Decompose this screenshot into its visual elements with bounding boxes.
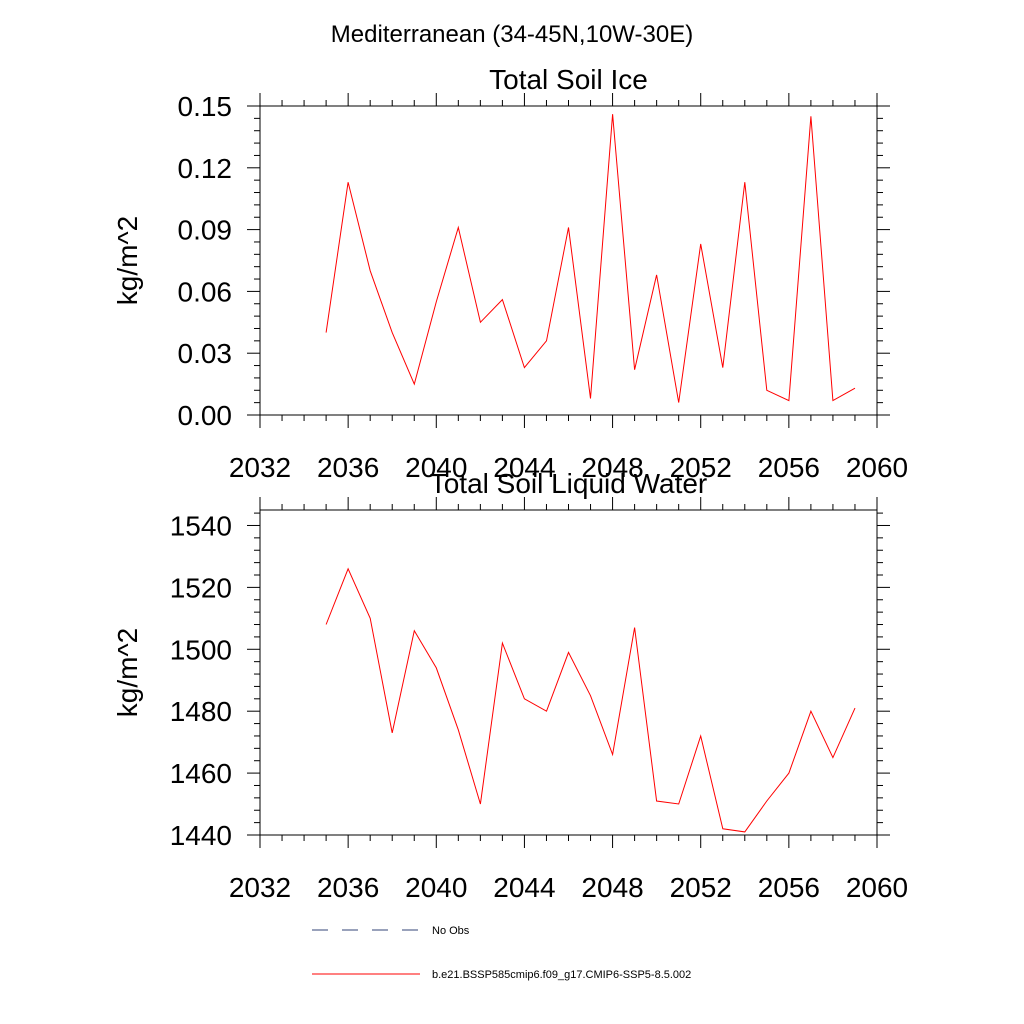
data-point-2050 xyxy=(656,274,657,275)
data-point-2040 xyxy=(436,667,437,668)
data-point-2059 xyxy=(854,708,855,709)
data-point-2046 xyxy=(568,652,569,653)
data-point-2041 xyxy=(458,729,459,730)
legend: No Obs b.e21.BSSP585cmip6.f09_g17.CMIP6-… xyxy=(312,925,691,981)
x-tick-label-2036: 2036 xyxy=(317,872,379,903)
data-point-2036 xyxy=(348,568,349,569)
data-point-2035 xyxy=(326,332,327,333)
data-point-2045 xyxy=(546,340,547,341)
data-point-2056 xyxy=(788,773,789,774)
x-tick-label-2032: 2032 xyxy=(229,872,291,903)
data-point-2050 xyxy=(656,800,657,801)
plot-frame xyxy=(259,509,878,836)
y-axis-label: kg/m^2 xyxy=(112,628,143,717)
data-point-2059 xyxy=(854,388,855,389)
data-point-2057 xyxy=(810,711,811,712)
data-point-2058 xyxy=(832,757,833,758)
y-axis-label: kg/m^2 xyxy=(112,216,143,305)
data-point-2042 xyxy=(480,804,481,805)
legend-label-model-run: b.e21.BSSP585cmip6.f09_g17.CMIP6-SSP5-8.… xyxy=(432,969,691,981)
y-tick-label-0-12: 0.12 xyxy=(178,153,233,184)
data-point-2042 xyxy=(480,322,481,323)
data-point-2051 xyxy=(678,402,679,403)
data-point-2049 xyxy=(634,627,635,628)
data-point-2045 xyxy=(546,711,547,712)
y-tick-label-1520: 1520 xyxy=(170,572,232,603)
x-tick-label-2060: 2060 xyxy=(846,452,908,483)
data-point-2048 xyxy=(612,114,613,115)
data-point-2037 xyxy=(370,618,371,619)
data-point-2038 xyxy=(392,332,393,333)
data-point-2054 xyxy=(744,831,745,832)
data-point-2038 xyxy=(392,732,393,733)
y-tick-label-0-09: 0.09 xyxy=(178,215,233,246)
data-point-2054 xyxy=(744,182,745,183)
x-tick-label-2040: 2040 xyxy=(405,872,467,903)
data-point-2051 xyxy=(678,804,679,805)
y-tick-label-1480: 1480 xyxy=(170,696,232,727)
data-point-2053 xyxy=(722,367,723,368)
data-point-2052 xyxy=(700,244,701,245)
y-tick-label-1540: 1540 xyxy=(170,510,232,541)
data-point-2049 xyxy=(634,369,635,370)
y-tick-label-1440: 1440 xyxy=(170,820,232,851)
x-tick-label-2048: 2048 xyxy=(581,872,643,903)
y-tick-label-0: 0.00 xyxy=(178,400,233,431)
data-point-2058 xyxy=(832,400,833,401)
chart-panel-total-soil-ice: Total Soil Ice 2032 2036 2040 2044 2048 2052 20… xyxy=(112,64,908,483)
x-tick-label-2032: 2032 xyxy=(229,452,291,483)
panel-title: Total Soil Ice xyxy=(489,64,648,95)
x-tick-label-2048: 2048 xyxy=(581,452,643,483)
y-tick-label-1460: 1460 xyxy=(170,758,232,789)
data-point-2044 xyxy=(524,698,525,699)
data-point-2043 xyxy=(502,299,503,300)
data-point-2055 xyxy=(766,800,767,801)
data-point-2047 xyxy=(590,695,591,696)
x-tick-label-2060: 2060 xyxy=(846,872,908,903)
x-tick-label-2036: 2036 xyxy=(317,452,379,483)
x-tick-label-2056: 2056 xyxy=(758,872,820,903)
data-point-2048 xyxy=(612,754,613,755)
chart-panel-total-soil-liquid-water: Total Soil Liquid Water 2032 2036 2040 2044 2… xyxy=(112,468,908,903)
data-point-2055 xyxy=(766,390,767,391)
data-point-2056 xyxy=(788,400,789,401)
y-tick-label-0-06: 0.06 xyxy=(178,276,233,307)
data-point-2044 xyxy=(524,367,525,368)
data-point-2057 xyxy=(810,116,811,117)
figure-main-title: Mediterranean (34-45N,10W-30E) xyxy=(331,21,693,48)
data-point-2040 xyxy=(436,301,437,302)
x-tick-label-2044: 2044 xyxy=(493,452,555,483)
data-point-2047 xyxy=(590,398,591,399)
series-line-0 xyxy=(325,567,856,833)
data-point-2041 xyxy=(458,227,459,228)
y-tick-label-0-15: 0.15 xyxy=(178,91,233,122)
y-tick-label-1500: 1500 xyxy=(170,634,232,665)
panel-title: Total Soil Liquid Water xyxy=(430,468,708,499)
data-point-2052 xyxy=(700,735,701,736)
legend-label-no-obs: No Obs xyxy=(432,925,470,937)
plot-frame xyxy=(259,105,878,416)
x-tick-label-2052: 2052 xyxy=(670,872,732,903)
data-point-2046 xyxy=(568,227,569,228)
data-point-2036 xyxy=(348,182,349,183)
data-point-2053 xyxy=(722,828,723,829)
x-tick-label-2044: 2044 xyxy=(493,872,555,903)
data-point-2035 xyxy=(326,624,327,625)
y-tick-label-0-03: 0.03 xyxy=(178,338,233,369)
data-point-2039 xyxy=(414,384,415,385)
series-line-0 xyxy=(325,114,856,403)
x-tick-label-2040: 2040 xyxy=(405,452,467,483)
x-tick-label-2052: 2052 xyxy=(670,452,732,483)
data-point-2043 xyxy=(502,643,503,644)
data-point-2039 xyxy=(414,630,415,631)
x-tick-label-2056: 2056 xyxy=(758,452,820,483)
data-point-2037 xyxy=(370,270,371,271)
